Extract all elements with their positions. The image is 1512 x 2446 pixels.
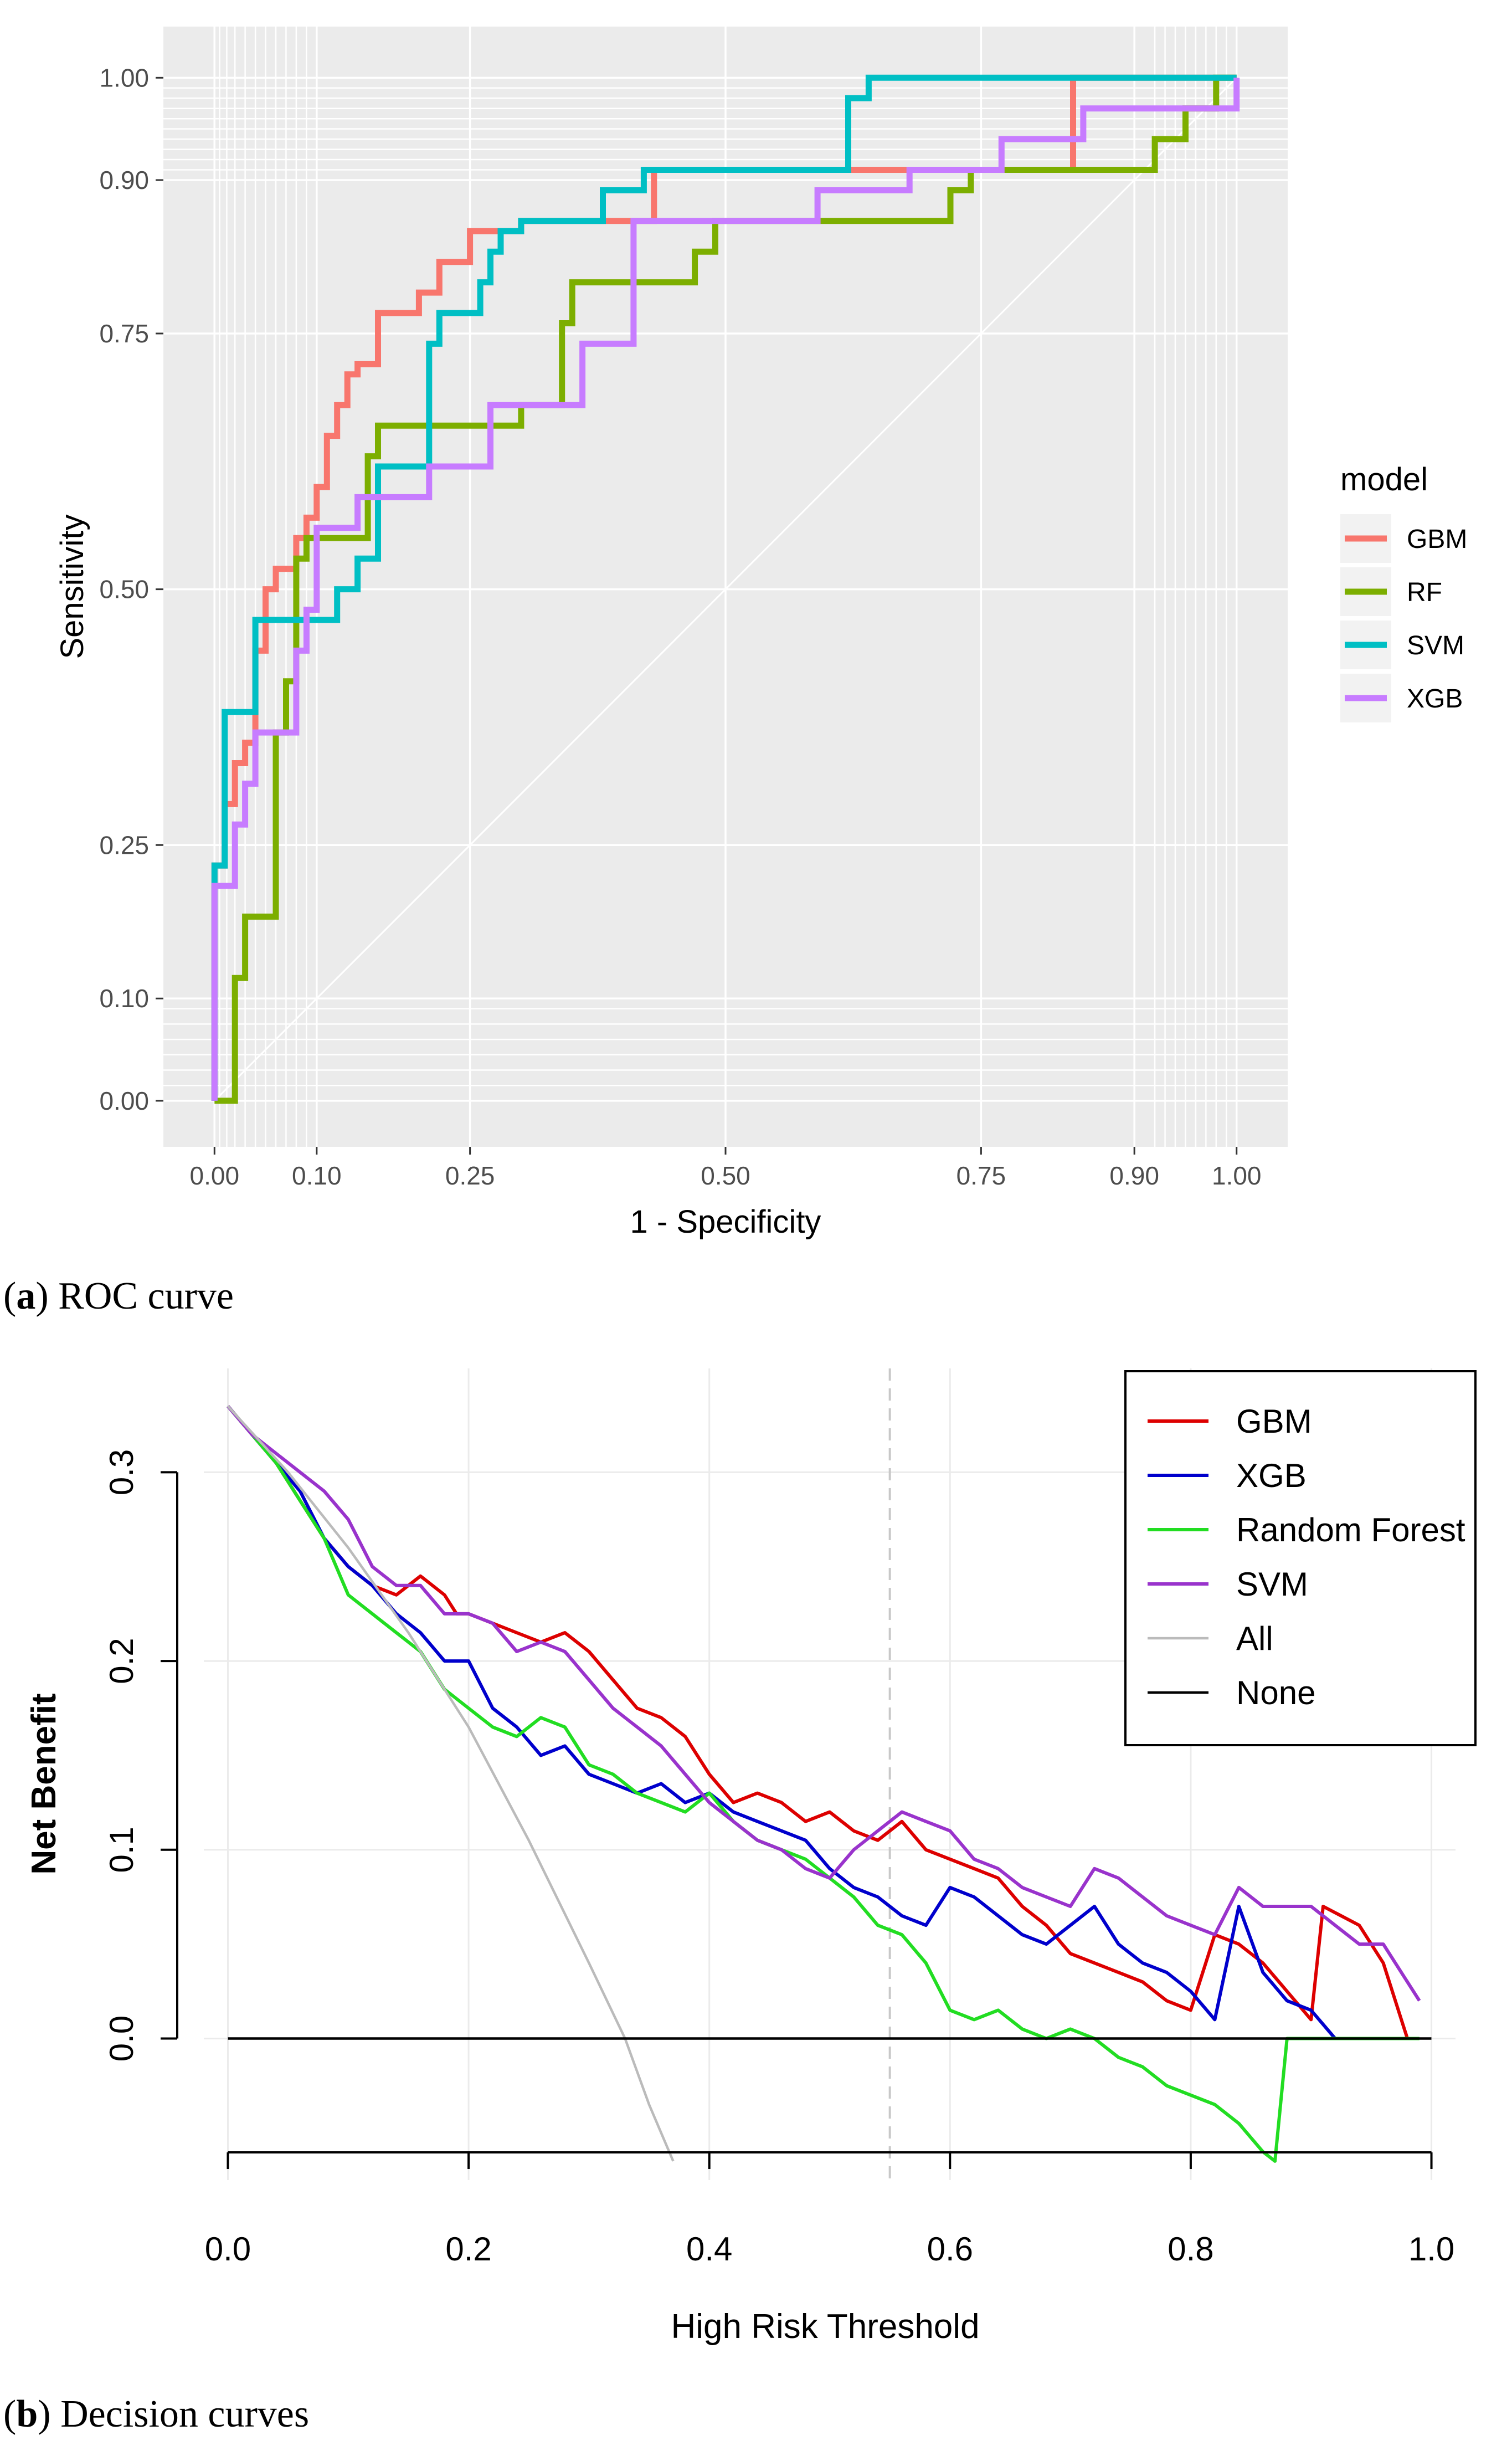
roc-y-axis-title: Sensitivity — [54, 514, 90, 659]
dca-series-all — [227, 1405, 675, 2162]
roc-y-tick-label: 1.00 — [99, 63, 149, 92]
roc-series-xgb — [211, 78, 1240, 1101]
dca-series-group — [227, 1405, 1432, 2163]
dca-x-tick-label: 0.4 — [686, 2230, 732, 2268]
dca-caption-text: Decision curves — [60, 2393, 309, 2435]
dca-y-tick-label: 0.1 — [103, 1827, 140, 1873]
dca-legend-label-all: All — [1236, 1620, 1273, 1657]
dca-caption: (b) Decision curves — [3, 2393, 309, 2435]
roc-x-tick-label: 0.00 — [190, 1161, 240, 1190]
decision-curve-chart: 0.0 0.2 0.4 0.6 0.8 1.0 0.0 0.1 0.2 0.3 High Risk … — [3, 1368, 1477, 2435]
dca-legend-box — [1124, 1370, 1477, 1746]
roc-legend-title: model — [1340, 461, 1428, 498]
dca-x-tick-label: 0.0 — [205, 2230, 251, 2268]
dca-legend-label-xgb: XGB — [1236, 1457, 1307, 1494]
dca-caption-label: b — [16, 2393, 38, 2435]
roc-x-tick-label: 0.90 — [1109, 1161, 1159, 1190]
roc-series-gbm — [211, 74, 1237, 1101]
roc-legend-label-xgb: XGB — [1407, 684, 1463, 714]
roc-y-tick-label: 0.25 — [99, 830, 149, 859]
dca-legend-label-random-forest: Random Forest — [1236, 1511, 1465, 1548]
roc-caption-label: a — [16, 1275, 35, 1317]
dca-legend-label-gbm: GBM — [1236, 1403, 1312, 1440]
roc-x-tick-label: 0.50 — [701, 1161, 750, 1190]
roc-x-tick-label: 1.00 — [1212, 1161, 1262, 1190]
roc-legend-label-gbm: GBM — [1407, 525, 1467, 554]
roc-legend-label-svm: SVM — [1407, 631, 1464, 660]
roc-caption-text: ROC curve — [58, 1275, 234, 1317]
dca-y-axis-title: Net Benefit — [25, 1693, 63, 1874]
dca-x-tick-label: 0.8 — [1168, 2230, 1213, 2268]
dca-series-gbm — [227, 1405, 1409, 2039]
dca-x-tick-label: 1.0 — [1408, 2230, 1454, 2268]
dca-legend-label-none: None — [1236, 1674, 1315, 1711]
roc-legend: model GBM RF SVM XGB — [1340, 461, 1467, 722]
roc-y-tick-label: 0.50 — [99, 575, 149, 604]
dca-series-xgb — [227, 1405, 1336, 2040]
roc-y-tick-label: 0.00 — [99, 1086, 149, 1115]
roc-legend-label-rf: RF — [1407, 578, 1442, 607]
dca-y-tick-label: 0.2 — [103, 1638, 140, 1684]
dca-x-axis-title: High Risk Threshold — [671, 2307, 979, 2346]
roc-chart: 0.00 0.10 0.25 0.50 0.75 0.90 1.00 0.00 0.10 0.25… — [3, 27, 1467, 1317]
roc-y-tick-label: 0.10 — [99, 984, 149, 1013]
roc-caption: (a) ROC curve — [3, 1275, 234, 1317]
dca-y-tick-label: 0.3 — [103, 1449, 140, 1495]
dca-legend-label-svm: SVM — [1236, 1566, 1308, 1603]
roc-x-axis-title: 1 - Specificity — [630, 1204, 821, 1240]
roc-y-tick-label: 0.90 — [99, 166, 149, 194]
roc-x-tick-label: 0.10 — [292, 1161, 342, 1190]
dca-x-tick-label: 0.6 — [927, 2230, 973, 2268]
roc-series-svm — [211, 74, 1237, 1101]
roc-diagonal-line — [214, 77, 1237, 1101]
dca-axes: 0.0 0.2 0.4 0.6 0.8 1.0 0.0 0.1 0.2 0.3 — [103, 1449, 1454, 2268]
dca-series-svm — [227, 1405, 1421, 2002]
dca-x-tick-label: 0.2 — [445, 2230, 491, 2268]
dca-legend: GBM XGB Random Forest SVM All None — [1124, 1370, 1477, 1746]
roc-grid — [163, 27, 1288, 1147]
roc-x-tick-label: 0.25 — [445, 1161, 495, 1190]
roc-y-tick-label: 0.75 — [99, 319, 149, 348]
dca-y-tick-label: 0.0 — [103, 2016, 140, 2062]
roc-x-tick-label: 0.75 — [956, 1161, 1006, 1190]
